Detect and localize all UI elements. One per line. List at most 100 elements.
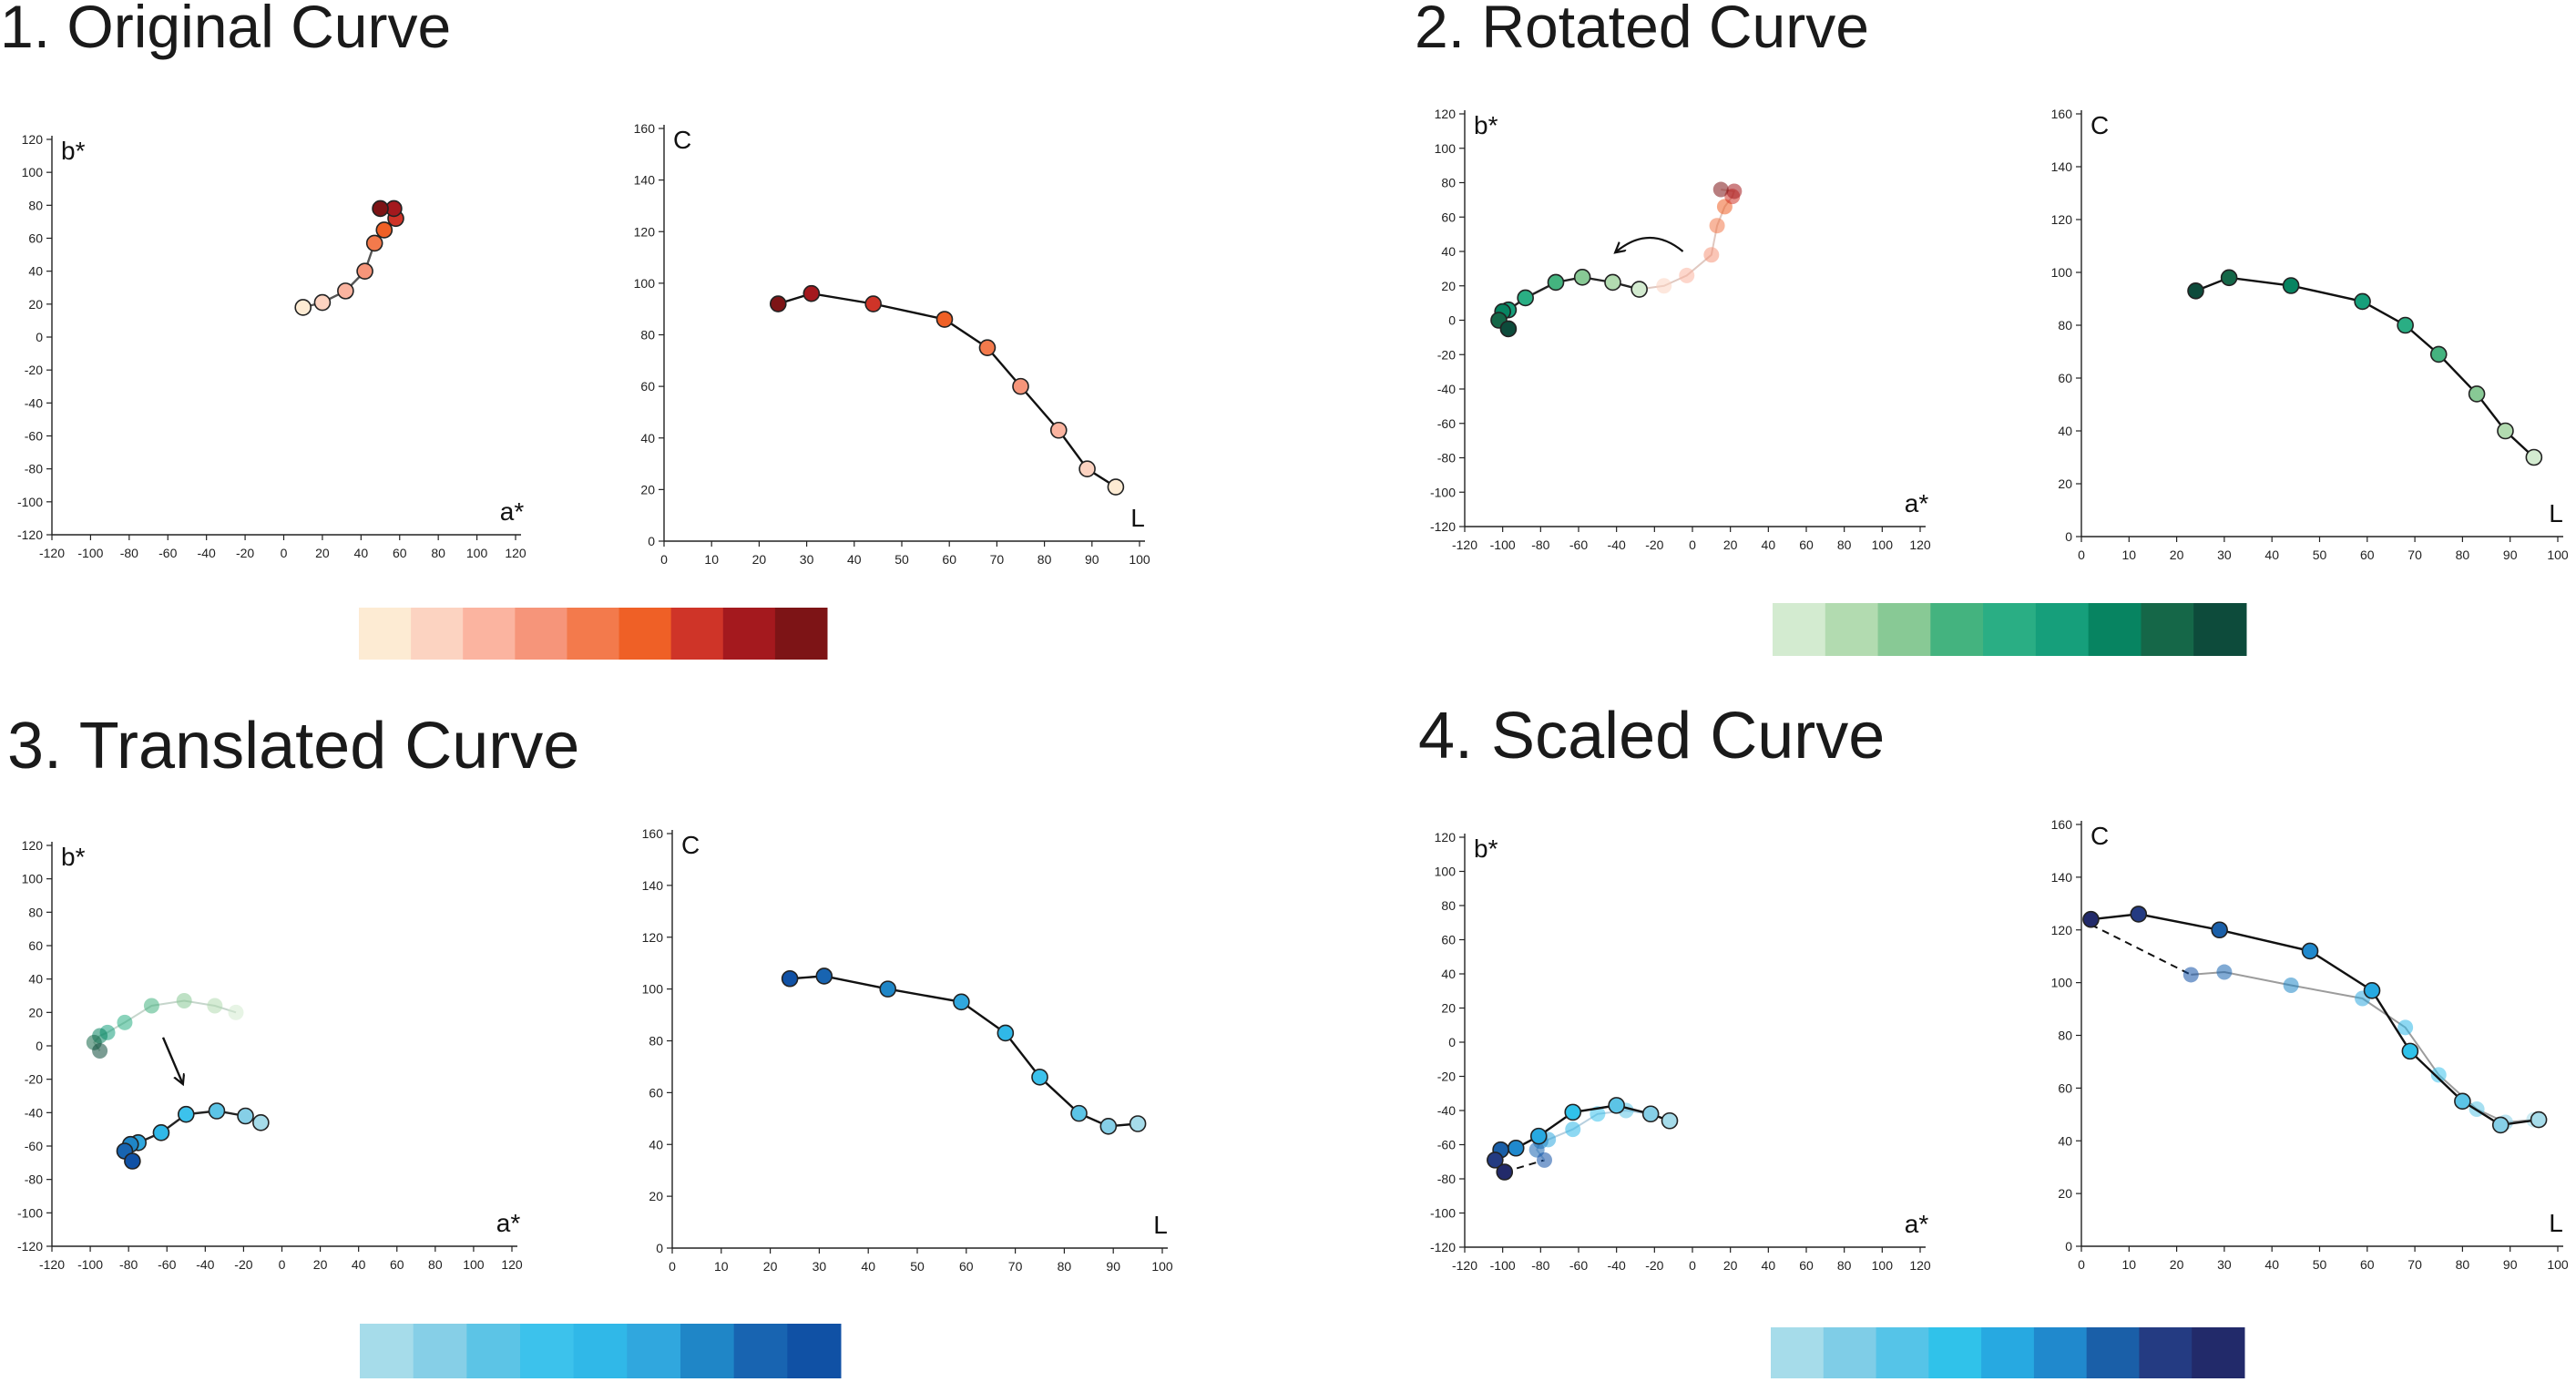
data-point (1049, 421, 1068, 439)
x-tick-label: 80 (2456, 1257, 2470, 1272)
color-swatch (359, 608, 412, 660)
data-point (1070, 1104, 1088, 1122)
color-swatch (680, 1324, 735, 1378)
data-point (1630, 281, 1648, 298)
data-point (117, 1014, 133, 1030)
color-swatch (1981, 1327, 2035, 1378)
x-tick-label: 70 (2407, 1257, 2422, 1272)
data-point (1487, 1152, 1504, 1169)
data-point (2130, 906, 2148, 923)
data-point (1078, 460, 1096, 478)
x-tick-label: 120 (1909, 1258, 1931, 1273)
data-point (1012, 377, 1029, 395)
x-tick-label: -60 (1569, 1258, 1588, 1273)
y-tick-label: 120 (2051, 923, 2073, 937)
data-point (152, 1124, 170, 1141)
data-point (935, 311, 954, 328)
x-tick-label: 20 (313, 1257, 328, 1272)
y-tick-label: -40 (25, 395, 43, 410)
data-point (1517, 289, 1534, 307)
color-swatch (1877, 603, 1931, 656)
color-swatch (1876, 1327, 1929, 1378)
y-tick-label: 60 (2058, 1080, 2072, 1095)
y-tick-label: 20 (28, 297, 43, 312)
y-tick-label: 100 (2051, 976, 2073, 990)
y-tick-label: -120 (1430, 1240, 1456, 1254)
y-axis-label: b* (61, 137, 86, 165)
x-tick-label: 80 (2456, 548, 2470, 562)
data-point (372, 200, 389, 218)
x-tick-label: -100 (77, 546, 103, 560)
y-tick-label: 40 (28, 972, 43, 987)
y-tick-label: 60 (1441, 210, 1456, 224)
y-tick-label: 160 (2051, 817, 2073, 832)
x-tick-label: 80 (1837, 1258, 1852, 1273)
x-tick-label: 120 (505, 546, 526, 560)
y-tick-label: -100 (1430, 485, 1456, 499)
y-tick-label: 80 (2058, 1029, 2072, 1043)
color-swatch (2139, 1327, 2193, 1378)
y-axis-label: b* (61, 843, 86, 871)
x-tick-label: 100 (2547, 548, 2569, 562)
data-point (2401, 1042, 2419, 1060)
x-tick-label: 50 (2313, 548, 2327, 562)
data-point (769, 295, 787, 312)
data-point (207, 998, 223, 1014)
color-swatch (2035, 603, 2090, 656)
panel-3: 3. Translated Curve -120 -100 -80 -60 -40 -20… (7, 710, 1173, 1378)
color-swatch (520, 1324, 575, 1378)
color-swatch (618, 608, 672, 660)
x-axis-label: L (1130, 504, 1145, 532)
data-point (781, 969, 799, 988)
y-axis-label: C (2090, 822, 2109, 850)
data-point (879, 980, 897, 998)
y-tick-label: -80 (25, 462, 43, 476)
data-point (1547, 273, 1565, 292)
x-tick-label: 100 (1151, 1259, 1173, 1274)
x-tick-label: -80 (120, 546, 138, 560)
dashed-connector (2090, 924, 2192, 976)
color-swatch (2033, 1327, 2088, 1378)
x-tick-label: 20 (752, 552, 767, 567)
x-tick-label: -80 (1531, 537, 1549, 552)
data-point (2468, 385, 2486, 403)
x-tick-label: 120 (1909, 537, 1931, 552)
data-point (228, 1004, 244, 1020)
y-tick-label: 80 (640, 328, 655, 343)
data-point (2216, 964, 2233, 980)
data-point (2082, 910, 2100, 928)
lc-plot: 0 20 40 60 80 100 120 140 160 0 10 20 30 40 50 60 70 80 90… (634, 121, 1150, 567)
data-point (294, 299, 312, 316)
x-tick-label: -100 (1490, 537, 1516, 552)
y-tick-label: 60 (28, 231, 43, 246)
x-axis-label: L (2549, 1209, 2563, 1237)
data-point (2182, 967, 2199, 983)
data-point (1537, 1152, 1552, 1168)
x-tick-label: 40 (847, 552, 862, 567)
x-tick-label: 100 (1872, 1258, 1894, 1273)
x-tick-label: 60 (2360, 1257, 2375, 1272)
x-tick-label: 30 (813, 1259, 827, 1274)
data-point (365, 234, 383, 252)
y-tick-label: 0 (2065, 529, 2072, 544)
data-point (2397, 1019, 2414, 1036)
lc-plot: 0 20 40 60 80 100 120 140 160 0 10 20 30 40 50 60 70 80 90… (642, 826, 1173, 1274)
y-tick-label: 140 (2051, 159, 2073, 174)
data-point (2454, 1092, 2471, 1111)
y-tick-label: 60 (2058, 371, 2072, 385)
x-tick-label: 20 (2170, 548, 2184, 562)
data-point (2220, 269, 2238, 287)
y-tick-label: -40 (1437, 382, 1456, 396)
color-swatch (463, 608, 516, 660)
x-tick-label: -120 (39, 1257, 65, 1272)
y-tick-label: -40 (1437, 1103, 1456, 1118)
y-tick-label: 80 (28, 905, 43, 919)
x-tick-label: -120 (1452, 1258, 1477, 1273)
x-tick-label: 100 (2547, 1257, 2569, 1272)
data-point (802, 284, 821, 302)
data-point (337, 282, 354, 300)
color-swatch (515, 608, 567, 660)
y-tick-label: 80 (28, 198, 43, 212)
y-tick-label: -120 (17, 1239, 43, 1254)
x-tick-label: 0 (660, 552, 668, 567)
